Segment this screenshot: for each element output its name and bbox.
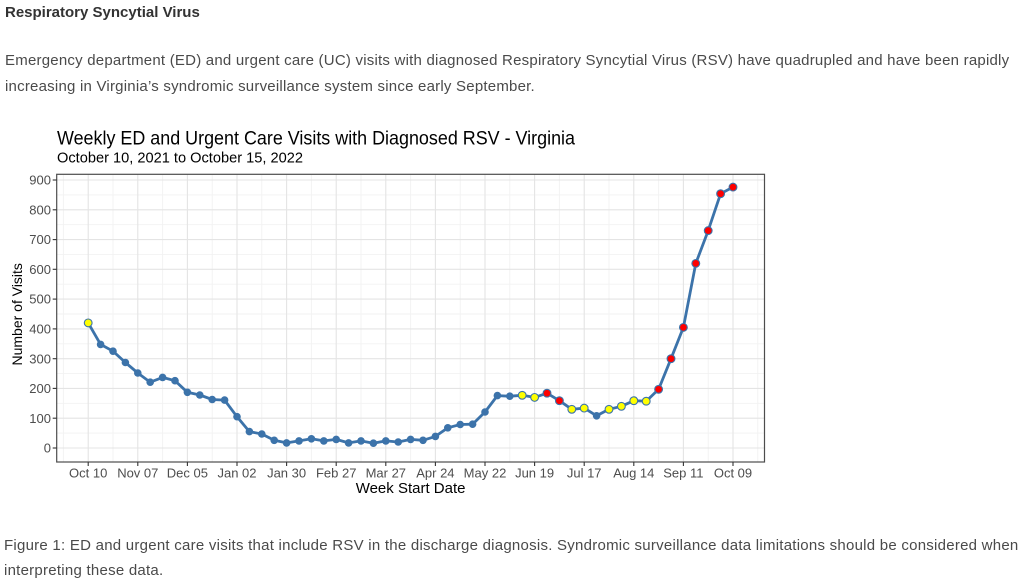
svg-text:Aug 14: Aug 14	[613, 466, 654, 481]
svg-text:200: 200	[29, 381, 51, 396]
svg-text:Nov 07: Nov 07	[117, 466, 158, 481]
svg-text:500: 500	[29, 292, 51, 307]
svg-text:700: 700	[29, 232, 51, 247]
svg-text:Oct 09: Oct 09	[714, 466, 752, 481]
svg-text:Feb 27: Feb 27	[316, 466, 356, 481]
svg-text:Dec 05: Dec 05	[167, 466, 208, 481]
svg-text:Week Start Date: Week Start Date	[356, 480, 466, 497]
svg-text:0: 0	[44, 441, 51, 456]
svg-text:300: 300	[29, 351, 51, 366]
svg-text:October 10, 2021 to October 15: October 10, 2021 to October 15, 2022	[57, 150, 303, 167]
svg-text:Jan 30: Jan 30	[267, 466, 306, 481]
svg-text:900: 900	[29, 173, 51, 188]
svg-text:600: 600	[29, 262, 51, 277]
svg-text:May 22: May 22	[464, 466, 507, 481]
svg-text:100: 100	[29, 411, 51, 426]
svg-text:Apr 24: Apr 24	[416, 466, 454, 481]
svg-text:Jun 19: Jun 19	[515, 466, 554, 481]
svg-text:Jan 02: Jan 02	[217, 466, 256, 481]
svg-text:800: 800	[29, 202, 51, 217]
svg-text:Number of Visits: Number of Visits	[9, 263, 25, 365]
svg-text:Weekly ED and Urgent Care Visi: Weekly ED and Urgent Care Visits with Di…	[57, 128, 575, 150]
svg-text:Jul 17: Jul 17	[567, 466, 602, 481]
svg-text:Mar 27: Mar 27	[366, 466, 406, 481]
svg-text:Oct 10: Oct 10	[69, 466, 107, 481]
svg-text:Sep 11: Sep 11	[663, 466, 703, 481]
svg-text:400: 400	[29, 322, 51, 337]
